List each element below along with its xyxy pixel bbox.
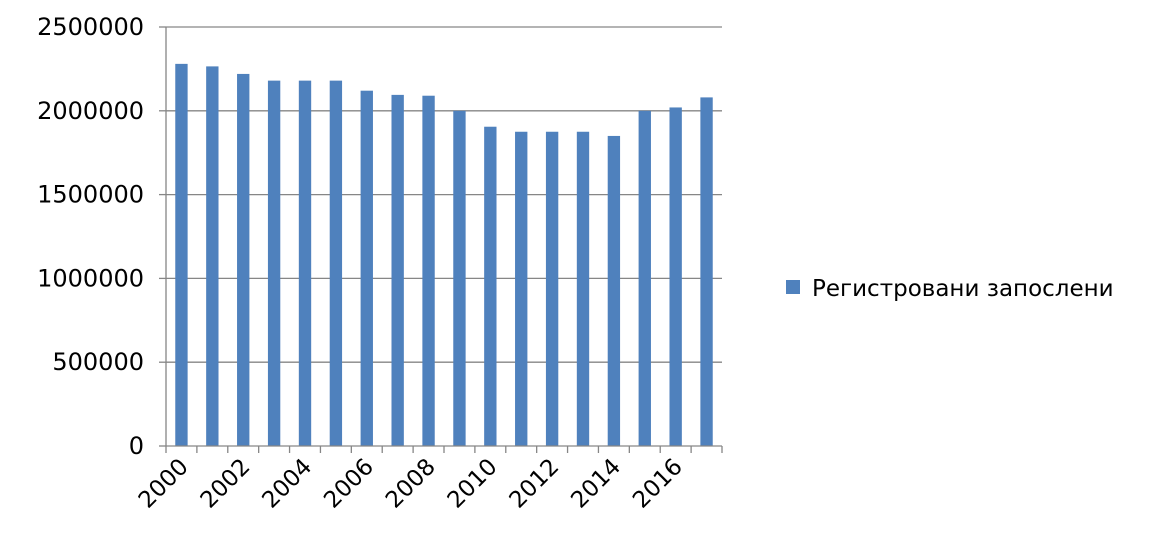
bar [391, 94, 404, 447]
axes [159, 26, 723, 453]
bar [175, 63, 188, 446]
bar [422, 95, 435, 446]
x-tick-label: 2008 [381, 454, 441, 514]
x-tick-label: 2004 [257, 454, 317, 514]
x-tick-label: 2006 [319, 454, 379, 514]
bar [206, 66, 219, 447]
y-axis-ticks: 0 500000 1000000 1500000 2000000 2500000 [37, 13, 144, 460]
gridlines [166, 26, 722, 363]
y-tick-label: 2000000 [37, 97, 144, 125]
bar [453, 110, 466, 447]
bar [360, 90, 373, 447]
y-tick-label: 2500000 [37, 13, 144, 41]
y-tick-label: 500000 [52, 348, 144, 376]
bar [237, 73, 250, 446]
y-tick-label: 1000000 [37, 264, 144, 292]
bar [545, 131, 559, 446]
bar [638, 110, 651, 447]
bar [515, 131, 528, 446]
bars [175, 63, 713, 447]
legend-label: Регистровани запослени [812, 276, 1114, 302]
legend-swatch [786, 280, 800, 294]
bar [267, 80, 281, 446]
bar [329, 80, 343, 446]
y-tick-label: 1500000 [37, 181, 144, 209]
bar [298, 80, 312, 446]
bar [607, 135, 621, 446]
x-tick-label: 2002 [196, 454, 256, 514]
bar [669, 107, 682, 446]
x-tick-label: 2014 [566, 454, 626, 514]
y-tick-label: 0 [129, 432, 144, 460]
bar [484, 126, 497, 447]
x-tick-label: 2012 [505, 454, 565, 514]
bar [576, 131, 590, 446]
x-tick-label: 2010 [443, 454, 503, 514]
x-tick-label: 2016 [628, 454, 688, 514]
x-axis-ticks: 2000 2002 2004 2006 2008 2010 2012 2014 2016 [134, 454, 688, 514]
bar [700, 97, 713, 446]
legend: Регистровани запослени [786, 276, 1114, 302]
x-tick-label: 2000 [134, 454, 194, 514]
